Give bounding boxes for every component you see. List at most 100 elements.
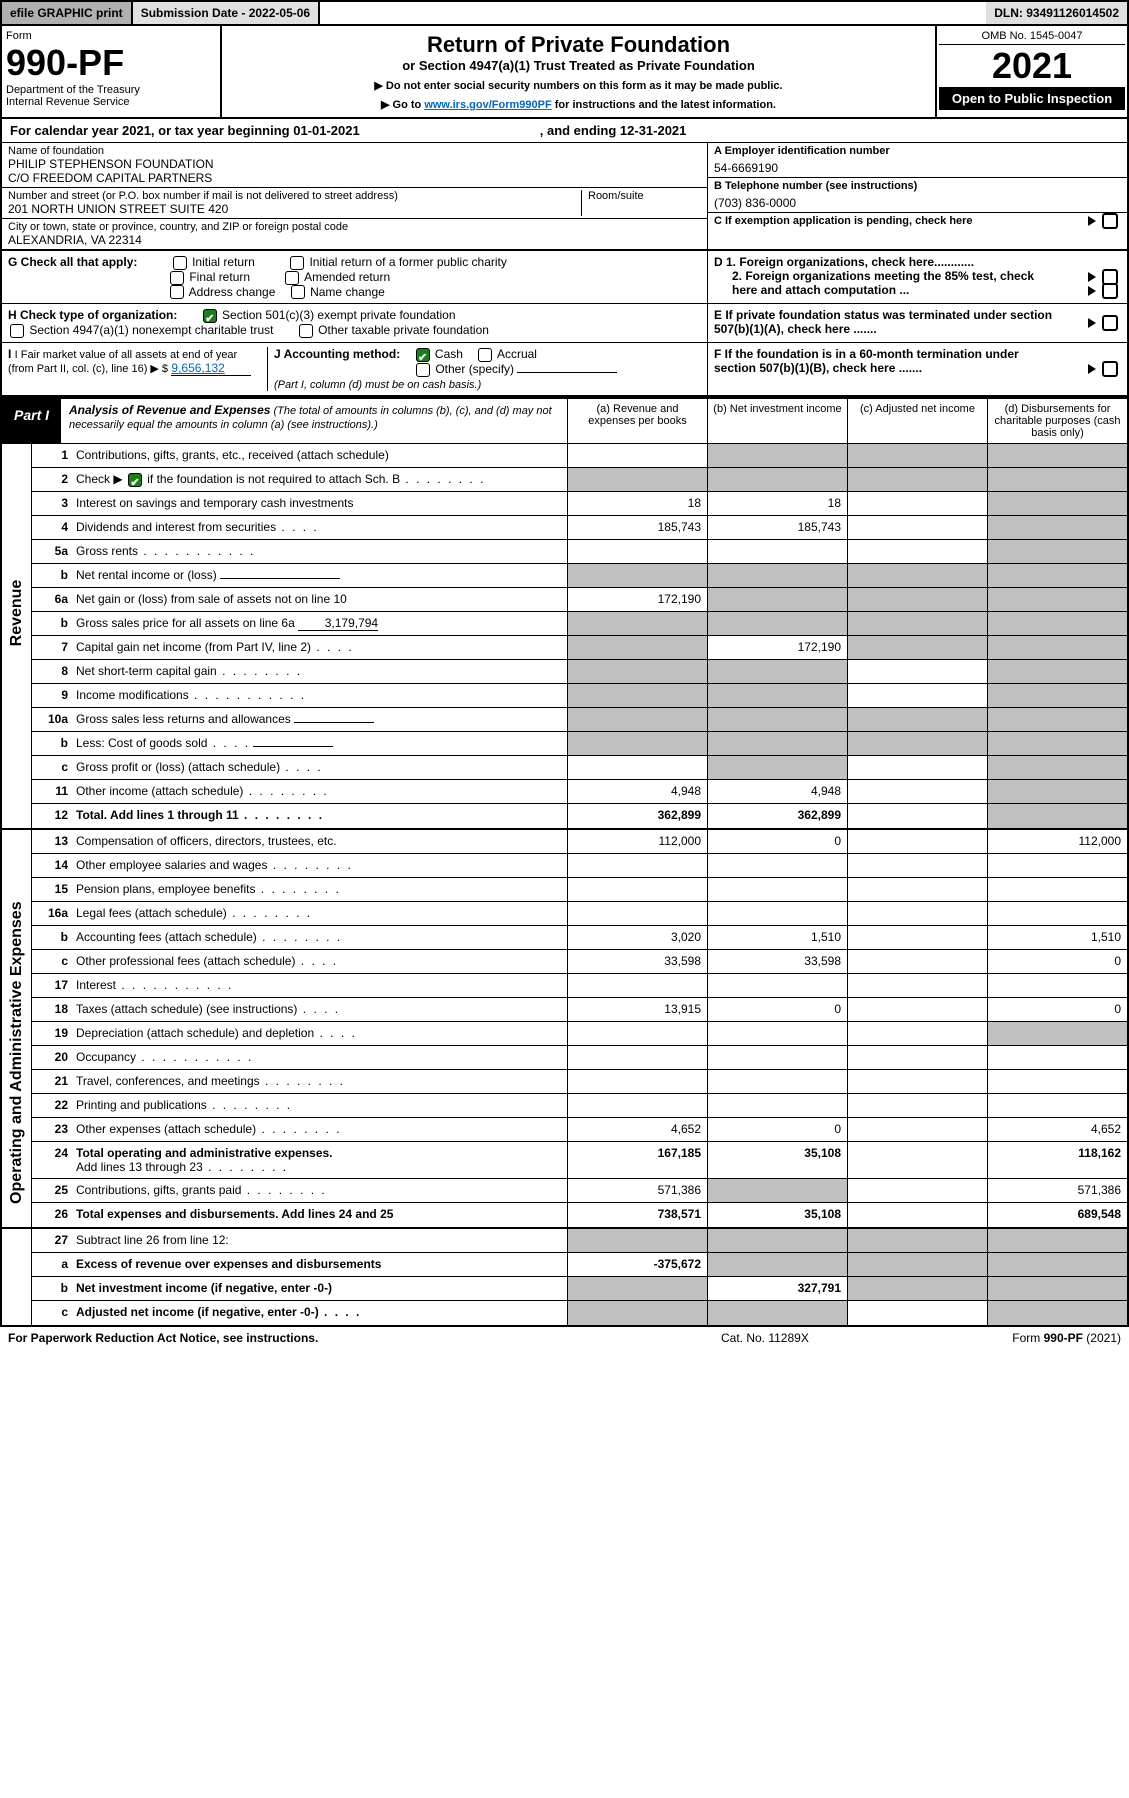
e-checkbox[interactable] [1102,315,1118,331]
note2-pre: ▶ Go to [381,99,424,111]
addr-label: Number and street (or P.O. box number if… [8,190,581,202]
col-a-header: (a) Revenue and expenses per books [567,399,707,443]
address-row: Number and street (or P.O. box number if… [2,188,707,219]
exemption-row: C If exemption application is pending, c… [708,213,1127,229]
col-c-header: (c) Adjusted net income [847,399,987,443]
g-addr-change-checkbox[interactable] [170,285,184,299]
form-label: Form [6,30,216,42]
row-25: 25Contributions, gifts, grants paid571,3… [32,1179,1127,1203]
j-other-checkbox[interactable] [416,363,430,377]
room-label: Room/suite [588,190,701,202]
row-6a: 6aNet gain or (loss) from sale of assets… [32,588,1127,612]
open-public-badge: Open to Public Inspection [939,87,1125,110]
j-cash-checkbox[interactable] [416,348,430,362]
ein-row: A Employer identification number 54-6669… [708,143,1127,178]
h-501c3-checkbox[interactable] [203,309,217,323]
d1-label: D 1. Foreign organizations, check here..… [714,255,974,269]
f-check-block: F If the foundation is in a 60-month ter… [707,343,1127,395]
row-8: 8Net short-term capital gain [32,660,1127,684]
g-amended-checkbox[interactable] [285,271,299,285]
form-note-2: ▶ Go to www.irs.gov/Form990PF for instru… [228,98,929,111]
g-initial-return-checkbox[interactable] [173,256,187,270]
form-title-block: Return of Private Foundation or Section … [222,26,937,117]
row-7: 7Capital gain net income (from Part IV, … [32,636,1127,660]
row-11: 11Other income (attach schedule)4,9484,9… [32,780,1127,804]
arrow-icon [1088,272,1096,282]
fmv-value[interactable]: 9,656,132 [171,361,251,376]
form-990pf-link[interactable]: www.irs.gov/Form990PF [424,99,551,111]
cal-year-begin: For calendar year 2021, or tax year begi… [10,123,360,138]
g-final-return-checkbox[interactable] [170,271,184,285]
row-10b: bLess: Cost of goods sold [32,732,1127,756]
f-checkbox[interactable] [1102,361,1118,377]
name-label: Name of foundation [8,145,701,157]
col-d-header: (d) Disbursements for charitable purpose… [987,399,1127,443]
col-b-header: (b) Net investment income [707,399,847,443]
row-16c: cOther professional fees (attach schedul… [32,950,1127,974]
dln-number: DLN: 93491126014502 [986,2,1127,24]
tel-label: B Telephone number (see instructions) [714,180,1121,192]
row-22: 22Printing and publications [32,1094,1127,1118]
h-4947-checkbox[interactable] [10,324,24,338]
ein-label: A Employer identification number [714,145,1121,157]
row-16b: bAccounting fees (attach schedule)3,0201… [32,926,1127,950]
form-subtitle: or Section 4947(a)(1) Trust Treated as P… [228,58,929,73]
expenses-side-label: Operating and Administrative Expenses [8,914,26,1204]
d-check-block: D 1. Foreign organizations, check here..… [707,251,1127,303]
omb-number: OMB No. 1545-0047 [939,28,1125,45]
row-1: 1Contributions, gifts, grants, etc., rec… [32,444,1127,468]
dept-treasury: Department of the Treasury [6,84,216,96]
h-other-taxable-checkbox[interactable] [299,324,313,338]
row-2: 2Check ▶ if the foundation is not requir… [32,468,1127,492]
g-label: G Check all that apply: [8,255,137,269]
telephone-row: B Telephone number (see instructions) (7… [708,178,1127,213]
row-27a: aExcess of revenue over expenses and dis… [32,1253,1127,1277]
c-label: C If exemption application is pending, c… [714,215,973,227]
h1-label: Section 501(c)(3) exempt private foundat… [222,308,455,322]
c-checkbox[interactable] [1102,213,1118,229]
part-1-badge: Part I [2,399,61,443]
arrow-icon [1088,286,1096,296]
part-1-desc: Analysis of Revenue and Expenses (The to… [61,399,567,443]
j1-label: Cash [435,347,463,361]
row-5b: bNet rental income or (loss) [32,564,1127,588]
form-note-1: ▶ Do not enter social security numbers o… [228,79,929,92]
foundation-name-row: Name of foundation PHILIP STEPHENSON FOU… [2,143,707,188]
g-name-change-checkbox[interactable] [291,285,305,299]
tel-value: (703) 836-0000 [714,192,1121,210]
row-23: 23Other expenses (attach schedule)4,6520… [32,1118,1127,1142]
form-number: 990-PF [6,42,216,84]
arrow-icon [1088,216,1096,226]
paperwork-notice: For Paperwork Reduction Act Notice, see … [8,1331,721,1345]
arrow-icon [1088,364,1096,374]
d2-checkbox[interactable] [1102,283,1118,299]
cat-number: Cat. No. 11289X [721,1331,921,1345]
row-26: 26Total expenses and disbursements. Add … [32,1203,1127,1227]
form-title: Return of Private Foundation [228,32,929,58]
submission-date: Submission Date - 2022-05-06 [133,2,320,24]
d2-label: 2. Foreign organizations meeting the 85%… [732,269,1052,297]
city-row: City or town, state or province, country… [2,219,707,249]
sch-b-checkbox[interactable] [128,473,142,487]
row-24: 24Total operating and administrative exp… [32,1142,1127,1179]
street-address: 201 NORTH UNION STREET SUITE 420 [8,202,581,216]
row-27b: bNet investment income (if negative, ent… [32,1277,1127,1301]
h-check-block: H Check type of organization: Section 50… [2,304,707,342]
cal-year-end: , and ending 12-31-2021 [540,123,687,138]
foundation-co: C/O FREEDOM CAPITAL PARTNERS [8,171,701,185]
calendar-year-row: For calendar year 2021, or tax year begi… [0,119,1129,143]
irs-label: Internal Revenue Service [6,96,216,108]
g4-label: Amended return [304,270,390,284]
row-15: 15Pension plans, employee benefits [32,878,1127,902]
efile-button[interactable]: efile GRAPHIC print [2,2,133,24]
g-check-block: G Check all that apply: Initial return I… [2,251,707,303]
row-19: 19Depreciation (attach schedule) and dep… [32,1022,1127,1046]
j2-label: Accrual [497,347,537,361]
j-accrual-checkbox[interactable] [478,348,492,362]
row-6b: bGross sales price for all assets on lin… [32,612,1127,636]
f-label: F If the foundation is in a 60-month ter… [714,347,1054,375]
row-17: 17Interest [32,974,1127,998]
g-former-public-checkbox[interactable] [290,256,304,270]
row-27: 27Subtract line 26 from line 12: [32,1229,1127,1253]
j3-label: Other (specify) [435,362,514,376]
